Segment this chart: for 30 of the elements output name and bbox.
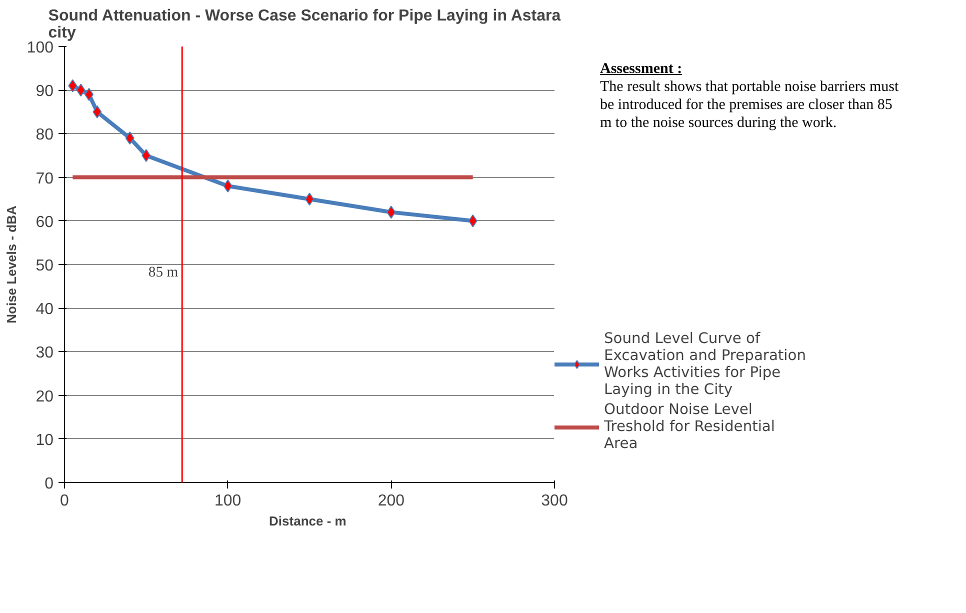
- y-tick-label: 90: [36, 83, 54, 100]
- y-tick-label: 70: [36, 170, 54, 188]
- point: [142, 149, 151, 162]
- chart-title: Sound Attenuation - Worse Case Scenario for Pipe Laying in Astara city: [48, 8, 561, 42]
- point: [386, 206, 396, 219]
- y-tick-label: 10: [36, 432, 54, 449]
- y-tick-label: 30: [36, 344, 54, 362]
- point: [468, 214, 478, 228]
- point: [92, 105, 102, 118]
- y-tick-label: 60: [36, 214, 54, 231]
- x-axis-title: Distance - m: [269, 514, 346, 528]
- x-tick-label: 0: [60, 492, 70, 510]
- point: [125, 132, 134, 145]
- assessment: Assessment : The result shows that portable noise barriers must be introduced for the premises are closer than 85 m to the noise sources during the work.: [600, 60, 900, 132]
- point: [76, 84, 86, 97]
- y-tick-label: 40: [36, 301, 54, 318]
- y-tick-label: 50: [36, 258, 54, 274]
- x-tick-label: 300: [541, 492, 568, 510]
- x-tick-label: 200: [378, 492, 405, 510]
- point: [68, 79, 78, 92]
- y-tick-label: 100: [26, 40, 54, 56]
- y-tick-label: 0: [44, 476, 54, 492]
- legend-label: Sound Level Curve of Excavation and Preparation Works Activities for Pipe Laying in the City: [604, 330, 808, 398]
- y-tick-label: 80: [36, 126, 54, 144]
- ref-line-label: 85 m: [148, 264, 179, 280]
- x-tick-label: 100: [214, 492, 242, 510]
- y-axis-title: Noise Levels - dBA: [4, 205, 19, 324]
- y-tick-label: 20: [36, 388, 54, 406]
- point: [223, 180, 232, 193]
- legend-label: Outdoor Noise Level Treshold for Residential Area: [604, 401, 776, 452]
